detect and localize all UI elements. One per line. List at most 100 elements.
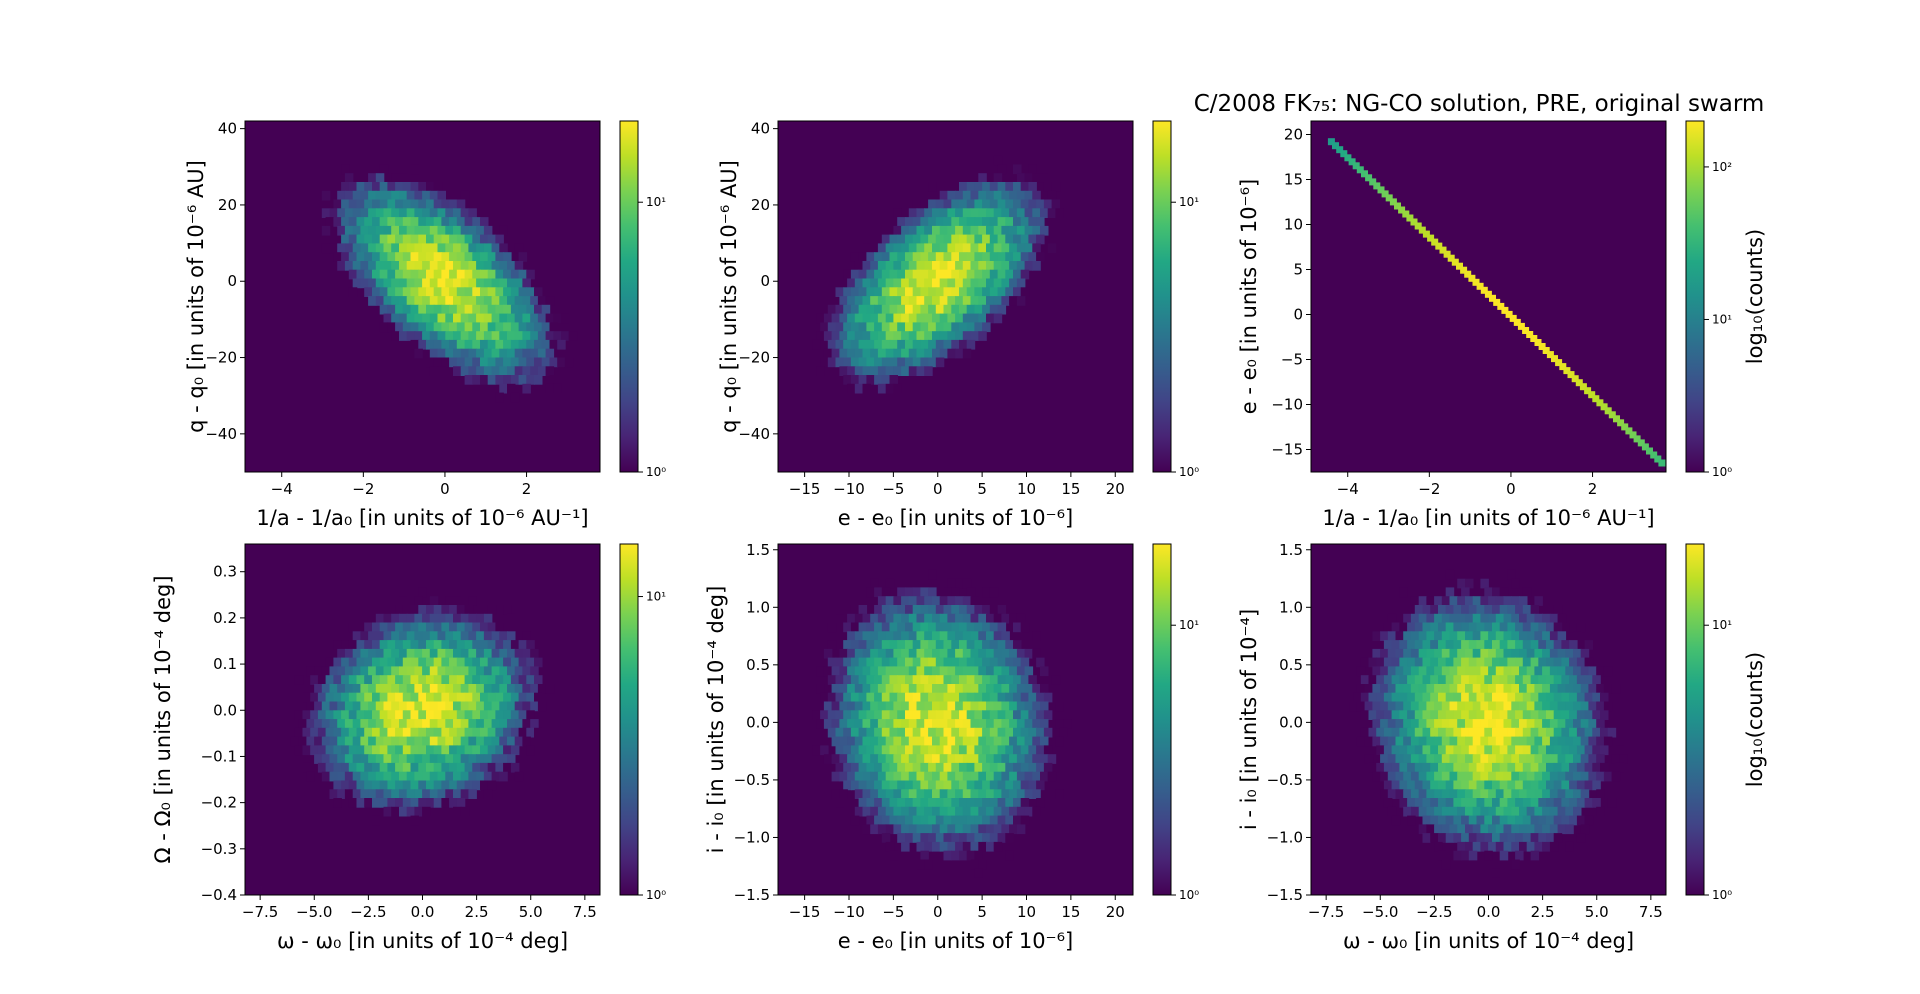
hexbin-cell: [1499, 727, 1509, 738]
hexbin-cell: [1480, 613, 1489, 624]
hexbin-cell: [962, 806, 972, 817]
hexbin-cell: [854, 631, 864, 641]
hexbin-cell: [460, 313, 470, 324]
hexbin-cell: [986, 190, 995, 201]
hexbin-cell: [1592, 745, 1601, 756]
hexbin-cell: [1538, 815, 1547, 826]
hexbin-cell: [835, 605, 844, 615]
hexbin-cell: [1024, 190, 1034, 201]
hexbin-cell: [526, 287, 535, 297]
hexbin-cell: [429, 225, 439, 236]
hexbin-cell: [935, 727, 945, 738]
hexbin-cell: [978, 631, 987, 641]
hexbin-cell: [399, 225, 408, 236]
hexbin-cell: [928, 692, 937, 703]
hexbin-cell: [1036, 252, 1045, 262]
hexbin-cell: [932, 208, 941, 218]
hexbin-cell: [460, 331, 470, 341]
hexbin-cell: [943, 304, 952, 315]
hexbin-cell: [850, 269, 860, 280]
x-axis-label: 1/a - 1/a₀ [in units of 10⁻⁶ AU⁻¹]: [1322, 506, 1654, 530]
hexbin-cell: [1445, 745, 1455, 756]
hexbin-cell: [997, 657, 1007, 668]
hexbin-cell: [476, 701, 485, 712]
hexbin-cell: [387, 287, 396, 297]
hexbin-cell: [437, 719, 446, 729]
hexbin-cell: [383, 190, 392, 201]
hexbin-cell: [406, 278, 416, 289]
hexbin-cell: [1509, 314, 1517, 322]
hexbin-cell: [426, 357, 435, 368]
hexbin-cell: [893, 596, 902, 606]
hexbin-cell: [1024, 684, 1034, 694]
hexbin-cell: [1499, 675, 1509, 685]
hexbin-cell: [510, 640, 520, 650]
hexbin-cell: [854, 383, 864, 394]
hexbin-cell: [1592, 762, 1601, 773]
x-axis-label: ω - ω₀ [in units of 10⁻⁴ deg]: [1343, 929, 1634, 953]
hexbin-cell: [1391, 692, 1401, 703]
hexbin-cell: [943, 269, 952, 280]
hexbin-cell: [1040, 719, 1049, 729]
hexbin-cell: [1553, 727, 1563, 738]
hexbin-cell: [866, 269, 875, 280]
hexbin-cell: [932, 331, 941, 341]
hexbin-cell: [874, 780, 883, 791]
hexbin-cell: [1596, 789, 1605, 799]
hexbin-cell: [1468, 780, 1478, 791]
hexbin-cell: [445, 719, 454, 729]
hexbin-cell: [1043, 692, 1053, 703]
hexbin-cell: [460, 771, 470, 782]
hexbin-cell: [379, 182, 389, 192]
hexbin-cell: [1418, 631, 1428, 641]
hexbin-cell: [1024, 243, 1034, 254]
hexbin-cell: [348, 657, 358, 668]
hexbin-cell: [437, 648, 446, 659]
hexbin-cell: [1403, 806, 1412, 817]
hexbin-cell: [885, 771, 895, 782]
hexbin-cell: [1399, 710, 1408, 720]
hexbin-cell: [1005, 657, 1014, 668]
hexbin-cell: [1435, 242, 1443, 250]
hexbin-cell: [970, 771, 979, 782]
hexbin-cell: [951, 762, 960, 773]
hexbin-cell: [1451, 258, 1459, 266]
hexbin-cell: [456, 745, 466, 756]
hexbin-cell: [1530, 762, 1540, 773]
hexbin-cell: [1526, 331, 1534, 338]
hexbin-cell: [522, 648, 531, 659]
hexbin-cell: [429, 648, 439, 659]
hexbin-cell: [885, 331, 895, 341]
hexbin-cell: [453, 771, 462, 782]
hexbin-cell: [321, 701, 331, 712]
hexbin-cell: [928, 287, 937, 297]
hexbin-cell: [974, 234, 983, 245]
hexbin-cell: [503, 375, 512, 385]
hexbin-cell: [974, 868, 983, 878]
hexbin-cell: [847, 278, 856, 289]
hexbin-cell: [402, 217, 412, 227]
hexbin-cell: [935, 304, 945, 315]
hexbin-cell: [1492, 657, 1501, 668]
hexbin-cell: [1449, 754, 1458, 764]
hexbin-cell: [406, 296, 416, 306]
hexbin-cell: [1484, 745, 1493, 756]
hexbin-cell: [1596, 684, 1605, 694]
hexbin-cell: [889, 745, 898, 756]
hexbin-cell: [932, 824, 941, 835]
hexbin-cell: [989, 815, 999, 826]
hexbin-cell: [360, 666, 369, 677]
hexbin-cell: [1036, 762, 1045, 773]
hexbin-cell: [1376, 657, 1385, 668]
hexbin-cell: [1395, 666, 1404, 677]
hexbin-cell: [514, 366, 524, 376]
hexbin-cell: [955, 596, 964, 606]
hexbin-cell: [901, 261, 910, 271]
hexbin-cell: [1465, 684, 1474, 694]
hexbin-cell: [966, 269, 976, 280]
hexbin-cell: [1376, 762, 1385, 773]
hexbin-cell: [823, 701, 833, 712]
hexbin-cell: [1036, 199, 1045, 210]
hexbin-cell: [464, 605, 474, 615]
hexbin-cell: [905, 640, 914, 650]
